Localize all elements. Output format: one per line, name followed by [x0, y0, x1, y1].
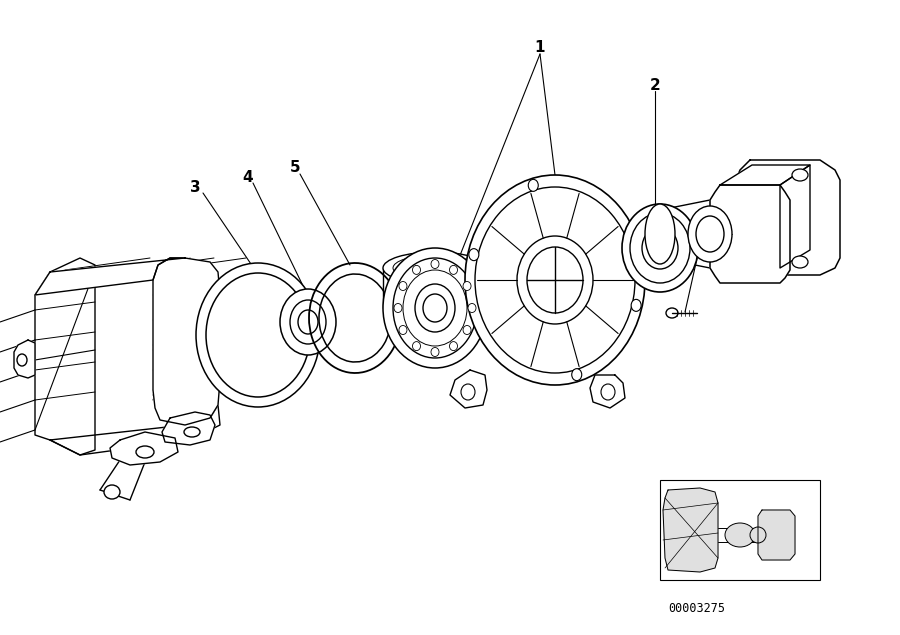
Ellipse shape: [792, 256, 808, 268]
Ellipse shape: [403, 270, 467, 346]
Polygon shape: [50, 405, 220, 455]
Text: 7: 7: [710, 203, 720, 218]
Ellipse shape: [431, 260, 439, 269]
Ellipse shape: [645, 204, 675, 264]
Ellipse shape: [463, 326, 471, 335]
Ellipse shape: [136, 446, 154, 458]
Ellipse shape: [528, 179, 538, 191]
Polygon shape: [720, 165, 810, 185]
Ellipse shape: [17, 354, 27, 366]
Ellipse shape: [725, 523, 755, 547]
Ellipse shape: [184, 427, 200, 437]
Ellipse shape: [792, 169, 808, 181]
Ellipse shape: [298, 310, 318, 334]
Text: 4: 4: [243, 171, 253, 185]
Text: 1: 1: [535, 41, 545, 55]
Ellipse shape: [393, 258, 477, 358]
Polygon shape: [35, 258, 95, 455]
Ellipse shape: [468, 304, 476, 312]
Bar: [660, 480, 820, 580]
Ellipse shape: [461, 384, 475, 400]
Ellipse shape: [666, 308, 678, 318]
Ellipse shape: [469, 249, 479, 260]
Ellipse shape: [463, 281, 471, 290]
Text: 2: 2: [650, 77, 661, 93]
Polygon shape: [758, 510, 795, 560]
Ellipse shape: [399, 281, 407, 290]
Ellipse shape: [280, 289, 336, 355]
Ellipse shape: [642, 227, 678, 269]
Ellipse shape: [104, 485, 120, 499]
Polygon shape: [590, 375, 625, 408]
Ellipse shape: [465, 175, 645, 385]
Polygon shape: [736, 160, 840, 275]
Ellipse shape: [517, 236, 593, 324]
Ellipse shape: [696, 216, 724, 252]
Polygon shape: [110, 432, 178, 465]
Ellipse shape: [196, 263, 320, 407]
Ellipse shape: [290, 300, 326, 344]
Ellipse shape: [475, 187, 635, 373]
Ellipse shape: [630, 213, 690, 283]
Ellipse shape: [412, 342, 420, 351]
Polygon shape: [35, 258, 185, 295]
Text: 00003275: 00003275: [668, 601, 725, 615]
Ellipse shape: [394, 304, 402, 312]
Ellipse shape: [622, 204, 698, 292]
Polygon shape: [153, 258, 220, 425]
Ellipse shape: [412, 265, 420, 274]
Ellipse shape: [572, 369, 581, 380]
Ellipse shape: [383, 248, 487, 368]
Text: 3: 3: [190, 180, 201, 196]
Polygon shape: [663, 488, 718, 572]
Ellipse shape: [631, 299, 641, 311]
Ellipse shape: [393, 255, 477, 281]
Ellipse shape: [399, 326, 407, 335]
Ellipse shape: [383, 252, 487, 284]
Text: 6: 6: [757, 180, 768, 196]
Polygon shape: [162, 412, 215, 445]
Ellipse shape: [527, 247, 583, 313]
Ellipse shape: [415, 284, 455, 332]
Ellipse shape: [431, 347, 439, 356]
Text: 5: 5: [290, 161, 301, 175]
Ellipse shape: [449, 342, 457, 351]
Polygon shape: [710, 185, 790, 283]
Ellipse shape: [688, 206, 732, 262]
Ellipse shape: [601, 384, 615, 400]
Polygon shape: [450, 370, 487, 408]
Polygon shape: [14, 340, 35, 378]
Ellipse shape: [206, 273, 310, 397]
Ellipse shape: [449, 265, 457, 274]
Ellipse shape: [423, 294, 447, 322]
Ellipse shape: [750, 527, 766, 543]
Polygon shape: [780, 165, 810, 268]
